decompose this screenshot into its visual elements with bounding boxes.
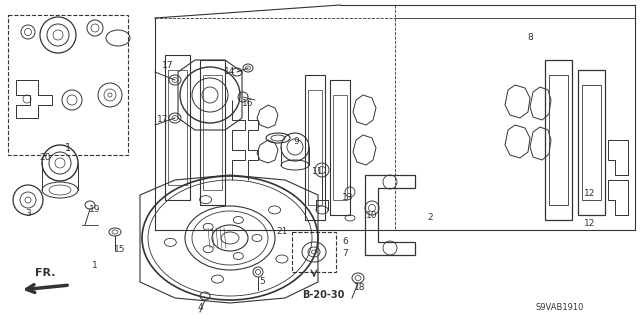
Text: FR.: FR. [35,268,55,278]
Text: 17: 17 [157,115,169,124]
Text: 20: 20 [39,152,51,161]
Text: 2: 2 [427,213,433,222]
Text: 13: 13 [342,192,354,202]
Text: 21: 21 [276,227,288,236]
Text: 15: 15 [115,246,125,255]
Text: 19: 19 [89,205,100,214]
Text: S9VAB1910: S9VAB1910 [536,303,584,313]
Text: 3: 3 [25,209,31,218]
Text: 18: 18 [355,283,365,292]
Text: 16: 16 [243,100,253,108]
Text: 7: 7 [342,249,348,258]
Text: 17: 17 [163,61,173,70]
Text: 9: 9 [293,137,299,146]
Text: 11: 11 [312,167,324,176]
Text: 12: 12 [584,189,596,198]
Text: B-20-30: B-20-30 [302,290,344,300]
Text: 5: 5 [259,278,265,286]
Text: 1: 1 [92,261,98,270]
Text: 10: 10 [366,211,378,220]
Text: 12: 12 [584,219,596,228]
Text: 6: 6 [342,238,348,247]
Text: 8: 8 [527,33,533,42]
Text: 1: 1 [65,143,71,153]
Text: 4: 4 [197,303,203,313]
Text: 14: 14 [224,68,236,77]
